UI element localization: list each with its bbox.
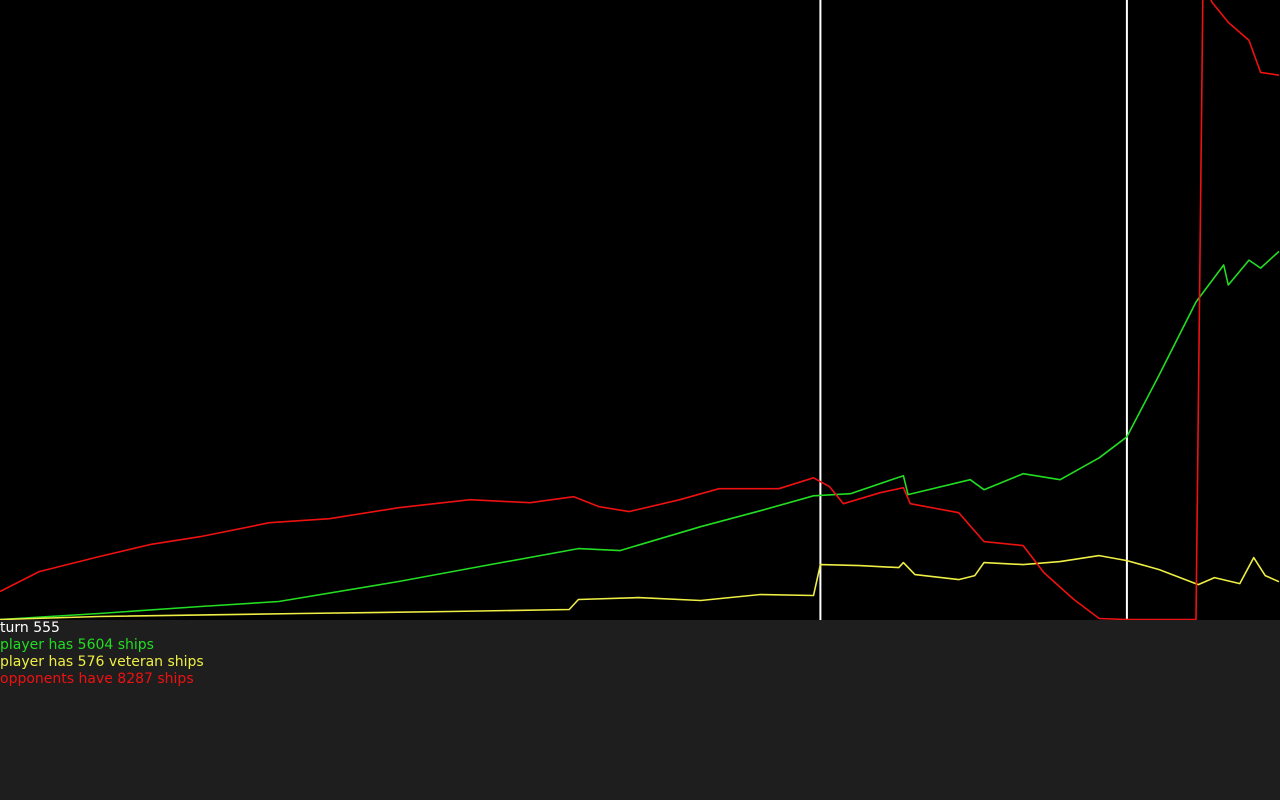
series-line — [0, 250, 1280, 620]
status-line: player has 5604 ships — [0, 637, 154, 653]
status-line: turn 555 — [0, 620, 60, 636]
ship-graph — [0, 0, 1280, 620]
series-line — [0, 0, 1280, 620]
series-line — [0, 554, 1280, 620]
status-panel: turn 555 player has 5604 ships player has … — [0, 620, 1280, 800]
status-line: opponents have 8287 ships — [0, 671, 194, 687]
status-line: player has 576 veteran ships — [0, 654, 204, 670]
